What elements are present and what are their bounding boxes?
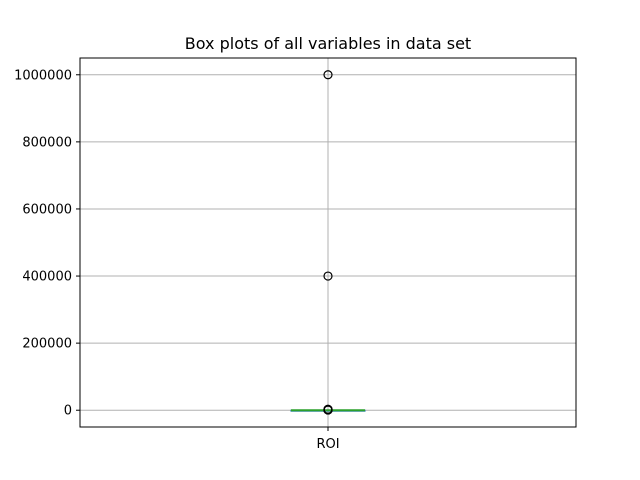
y-tick-label: 1000000	[14, 68, 72, 83]
outlier-point	[323, 405, 333, 415]
box-plot-roi	[290, 70, 366, 415]
y-tick-label: 200000	[22, 337, 72, 352]
grid-layer	[80, 58, 576, 427]
axis-layer: 0 200000 400000 600000 800000 1000000 ROI	[14, 68, 339, 452]
outlier-point	[323, 271, 333, 281]
y-tick-label: 600000	[22, 202, 72, 217]
box-layer	[290, 70, 366, 415]
y-tick-label: 800000	[22, 135, 72, 150]
y-tick-label: 400000	[22, 270, 72, 285]
outlier-point	[323, 70, 333, 80]
chart-title: Box plots of all variables in data set	[185, 34, 471, 53]
x-tick-label: ROI	[316, 437, 339, 452]
y-tick-label: 0	[64, 404, 72, 419]
